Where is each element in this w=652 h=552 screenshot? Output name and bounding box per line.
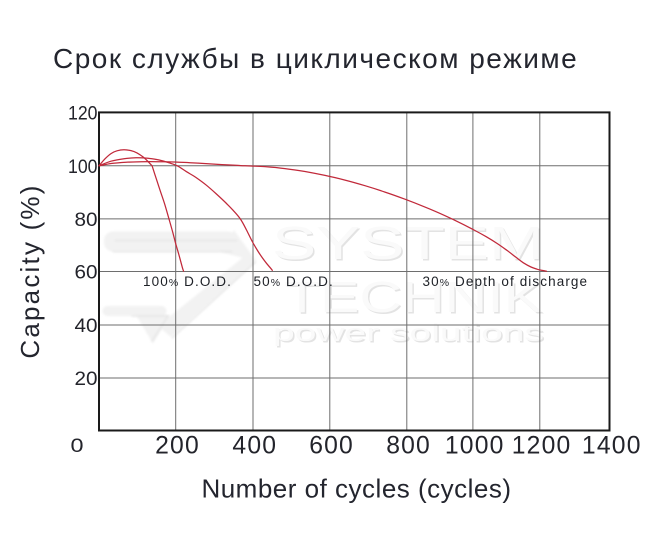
svg-text:120: 120 — [68, 104, 98, 125]
svg-text:power solutions: power solutions — [275, 322, 546, 349]
svg-text:1400: 1400 — [582, 433, 642, 460]
svg-text:Capacity (%): Capacity (%) — [15, 183, 45, 358]
svg-text:80: 80 — [75, 210, 98, 231]
svg-text:40: 40 — [75, 316, 98, 337]
svg-text:50% D.O.D.: 50% D.O.D. — [254, 274, 334, 289]
svg-text:600: 600 — [309, 433, 354, 460]
svg-text:TECHNIK: TECHNIK — [286, 275, 545, 324]
svg-text:SYSTEM: SYSTEM — [272, 217, 544, 269]
svg-text:400: 400 — [232, 433, 277, 460]
svg-text:60: 60 — [75, 263, 98, 284]
svg-text:TECHNIK: TECHNIK — [284, 273, 543, 322]
svg-text:200: 200 — [155, 433, 200, 460]
svg-text:30% Depth of discharge: 30% Depth of discharge — [423, 274, 589, 289]
svg-text:1200: 1200 — [512, 433, 572, 460]
svg-text:power solutions: power solutions — [273, 320, 544, 347]
svg-text:0: 0 — [71, 436, 84, 457]
svg-text:100: 100 — [68, 157, 98, 178]
svg-text:800: 800 — [386, 433, 431, 460]
svg-text:20: 20 — [75, 369, 98, 390]
svg-text:Срок службы в циклическом режи: Срок службы в циклическом режиме — [53, 43, 578, 74]
svg-text:1000: 1000 — [445, 433, 505, 460]
svg-text:SYSTEM: SYSTEM — [274, 219, 546, 271]
svg-text:Number of cycles (cycles): Number of cycles (cycles) — [201, 473, 511, 503]
svg-text:100% D.O.D.: 100% D.O.D. — [143, 274, 232, 289]
